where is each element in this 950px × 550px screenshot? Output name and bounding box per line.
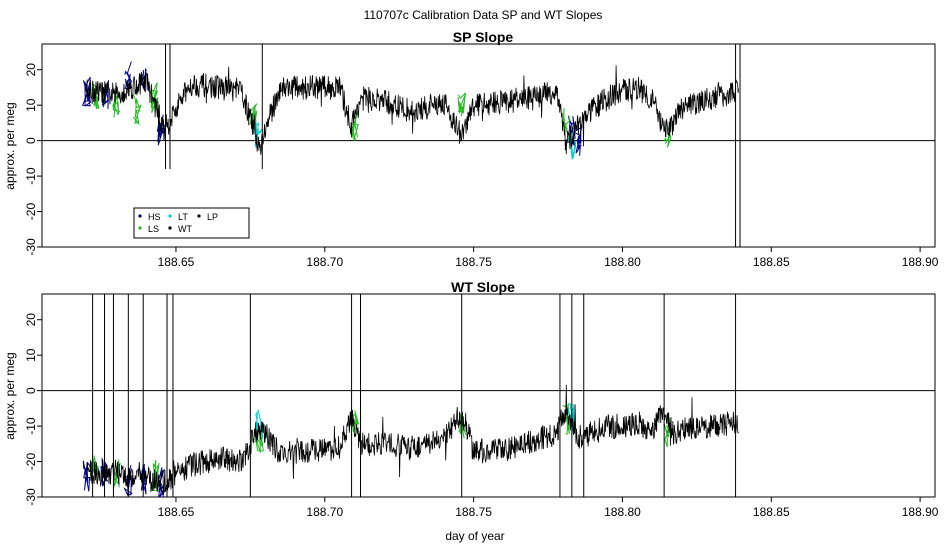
wt-y-tick-label: 20 <box>24 313 38 327</box>
sp-series-ls <box>457 91 467 117</box>
wt-x-tick-label: 188.85 <box>753 505 790 519</box>
sp-x-tick-label: 188.75 <box>455 255 492 269</box>
legend-box <box>133 207 250 239</box>
sp-series-ls <box>150 82 159 113</box>
wt-x-tick-label: 188.65 <box>158 505 195 519</box>
legend-marker-lt <box>168 214 172 218</box>
sp-series-ls <box>351 111 359 141</box>
legend-marker-wt <box>168 226 172 230</box>
wt-plot-area: 188.65 188.70 188.75 188.80 188.85 188.90 -30 -… <box>24 294 939 519</box>
sp-plot-frame <box>41 43 936 248</box>
legend-label-wt: WT <box>178 224 192 234</box>
wt-plot-frame <box>41 293 936 498</box>
sp-panel-title: SP Slope <box>453 29 514 45</box>
wt-x-tick-label: 188.90 <box>902 505 939 519</box>
sp-y-tick-label: -10 <box>24 167 38 185</box>
wt-y-tick-label: -10 <box>24 417 38 435</box>
sp-y-tick-label: -30 <box>24 238 38 256</box>
sp-data <box>82 44 741 247</box>
sp-y-tick-label: 0 <box>24 137 38 144</box>
legend-label-hs: HS <box>148 212 161 222</box>
sp-x-tick-label: 188.85 <box>753 255 790 269</box>
sp-series-hs <box>573 126 583 156</box>
sp-x-tick-label: 188.90 <box>902 255 939 269</box>
legend-marker-ls <box>138 226 142 230</box>
sp-y-axis-label: approx. per meg <box>3 102 17 189</box>
legend-label-ls: LS <box>148 224 159 234</box>
wt-x-tick-label: 188.75 <box>455 505 492 519</box>
wt-series-ls <box>254 425 264 453</box>
wt-series-hs <box>82 460 92 492</box>
wt-y-tick-label: -30 <box>24 488 38 506</box>
legend-marker-hs <box>138 214 142 218</box>
wt-data <box>82 294 739 497</box>
sp-y-tick-label: 20 <box>24 63 38 77</box>
sp-x-tick-label: 188.70 <box>306 255 343 269</box>
page-title: 110707c Calibration Data SP and WT Slope… <box>364 8 603 22</box>
legend-items: HS LT LP LS WT <box>138 212 218 234</box>
wt-x-axis-label: day of year <box>445 529 504 543</box>
legend-label-lp: LP <box>207 212 218 222</box>
sp-panel: SP Slope approx. per meg 188.65 188.70 188… <box>3 29 939 269</box>
sp-x-tick-label: 188.80 <box>604 255 641 269</box>
sp-x-tick-label: 188.65 <box>158 255 195 269</box>
wt-y-tick-label: -20 <box>24 453 38 471</box>
wt-x-tick-label: 188.70 <box>306 505 343 519</box>
wt-panel-title: WT Slope <box>451 279 515 295</box>
sp-y-tick-label: 10 <box>24 98 38 112</box>
wt-series-wt <box>86 384 739 495</box>
sp-plot-area: 188.65 188.70 188.75 188.80 188.85 188.90 -30 -… <box>24 44 939 269</box>
wt-y-tick-label: 10 <box>24 348 38 362</box>
wt-x-tick-label: 188.80 <box>604 505 641 519</box>
wt-series-ls <box>663 417 672 448</box>
sp-y-tick-label: -20 <box>24 203 38 221</box>
sp-series-ls <box>132 94 142 126</box>
sp-series-wt <box>86 65 739 155</box>
legend: HS LT LP LS WT <box>133 207 250 239</box>
legend-marker-lp <box>197 214 201 218</box>
wt-y-axis-label: approx. per meg <box>3 352 17 439</box>
wt-y-tick-label: 0 <box>24 387 38 394</box>
legend-label-lt: LT <box>178 212 188 222</box>
wt-panel: WT Slope approx. per meg 188.65 188.70 188… <box>3 279 939 543</box>
